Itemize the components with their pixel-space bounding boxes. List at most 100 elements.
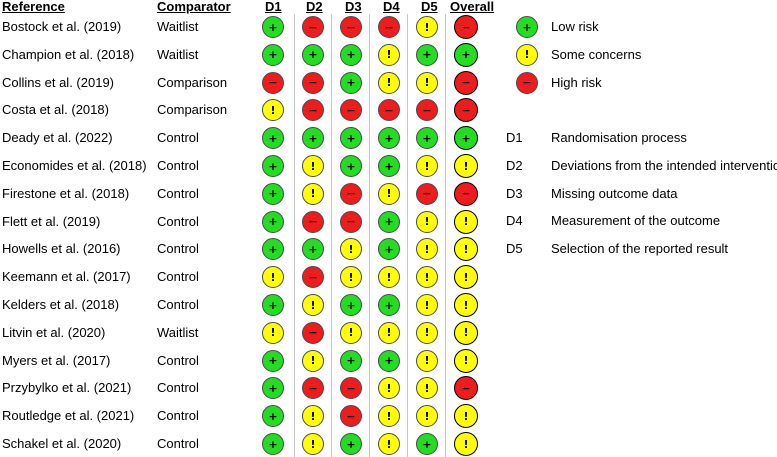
judgement-d2-high: − — [302, 99, 324, 122]
legend-domain-label: Deviations from the intended interventio… — [551, 157, 777, 173]
judgement-d4-low: + — [378, 349, 400, 372]
study-reference: Costa et al. (2018) — [2, 102, 109, 118]
column-divider — [445, 14, 446, 457]
header-d3: D3 — [345, 0, 362, 14]
judgement-d5-low: + — [416, 127, 438, 150]
legend-domain-label: Missing outcome data — [551, 185, 678, 201]
judgement-overall-high: − — [454, 15, 478, 39]
study-reference: Myers et al. (2017) — [2, 352, 111, 368]
judgement-d1-low: + — [262, 433, 284, 455]
header-d2: D2 — [306, 0, 323, 14]
study-reference: Economides et al. (2018) — [2, 158, 147, 173]
judgement-overall-high: − — [454, 181, 478, 206]
legend-domain-code: D3 — [506, 185, 523, 201]
judgement-overall-some: ! — [454, 348, 478, 373]
judgement-overall-some: ! — [454, 265, 478, 290]
judgement-d5-some: ! — [416, 210, 438, 233]
judgement-overall-high: − — [454, 376, 478, 401]
study-comparator: Control — [157, 408, 199, 424]
legend-some-icon: ! — [516, 43, 538, 66]
judgement-d2-high: − — [302, 321, 324, 344]
study-reference: Howells et al. (2016) — [2, 241, 121, 257]
judgement-d2-high: − — [302, 210, 324, 233]
judgement-d4-low: + — [378, 238, 400, 261]
judgement-d3-low: + — [340, 433, 362, 455]
judgement-d3-some: ! — [340, 266, 362, 289]
study-reference: Przybylko et al. (2021) — [2, 380, 132, 396]
judgement-d3-low: + — [340, 155, 362, 177]
judgement-d5-low: + — [416, 43, 438, 66]
judgement-overall-some: ! — [454, 432, 478, 456]
judgement-d5-some: ! — [416, 266, 438, 289]
judgement-d1-low: + — [262, 294, 284, 316]
study-comparator: Control — [157, 436, 199, 451]
judgement-d1-low: + — [262, 210, 284, 233]
study-comparator: Comparison — [157, 74, 228, 90]
judgement-overall-some: ! — [454, 154, 478, 178]
judgement-overall-some: ! — [454, 404, 478, 429]
column-divider — [407, 14, 408, 457]
judgement-overall-high: − — [454, 70, 478, 95]
legend-domain-label: Randomisation process — [551, 130, 687, 145]
study-comparator: Control — [157, 269, 199, 285]
judgement-overall-some: ! — [454, 209, 478, 234]
judgement-d1-low: + — [262, 43, 284, 66]
judgement-d4-some: ! — [378, 321, 400, 344]
study-comparator: Control — [157, 213, 199, 229]
judgement-d3-high: − — [340, 210, 362, 233]
study-comparator: Control — [157, 380, 199, 396]
study-reference: Kelders et al. (2018) — [2, 297, 120, 312]
judgement-d2-some: ! — [302, 405, 324, 428]
judgement-d2-low: + — [302, 43, 324, 66]
judgement-d2-high: − — [302, 266, 324, 289]
judgement-d3-low: + — [340, 71, 362, 94]
judgement-d5-some: ! — [416, 349, 438, 372]
judgement-d4-low: + — [378, 294, 400, 316]
judgement-d1-high: − — [262, 71, 284, 94]
study-reference: Collins et al. (2019) — [2, 74, 114, 90]
judgement-d1-low: + — [262, 238, 284, 261]
judgement-d5-low: + — [416, 433, 438, 455]
judgement-d3-low: + — [340, 127, 362, 150]
header-comparator: Comparator — [157, 0, 231, 14]
judgement-d4-high: − — [378, 99, 400, 122]
judgement-d2-some: ! — [302, 433, 324, 455]
judgement-d4-some: ! — [378, 43, 400, 66]
judgement-d5-some: ! — [416, 377, 438, 400]
judgement-d4-low: + — [378, 127, 400, 150]
judgement-d3-high: − — [340, 405, 362, 428]
header-reference: Reference — [2, 0, 65, 14]
study-comparator: Control — [157, 352, 199, 368]
judgement-d4-high: − — [378, 16, 400, 38]
judgement-d2-some: ! — [302, 155, 324, 177]
legend-some-label: Some concerns — [551, 46, 642, 62]
judgement-d3-high: − — [340, 99, 362, 122]
judgement-d3-high: − — [340, 16, 362, 38]
study-comparator: Comparison — [157, 102, 228, 118]
judgement-d5-some: ! — [416, 155, 438, 177]
study-comparator: Waitlist — [157, 46, 199, 62]
legend-domain-code: D5 — [506, 241, 523, 257]
judgement-overall-high: − — [454, 98, 478, 123]
column-divider — [369, 14, 370, 457]
judgement-d4-some: ! — [378, 433, 400, 455]
judgement-d3-low: + — [340, 43, 362, 66]
judgement-overall-low: + — [454, 126, 478, 151]
study-reference: Routledge et al. (2021) — [2, 408, 135, 424]
header-d4: D4 — [383, 0, 400, 14]
legend-high-icon: − — [516, 71, 538, 94]
judgement-d5-some: ! — [416, 405, 438, 428]
judgement-overall-some: ! — [454, 320, 478, 345]
judgement-d5-some: ! — [416, 16, 438, 38]
judgement-d4-low: + — [378, 155, 400, 177]
judgement-d2-some: ! — [302, 349, 324, 372]
column-divider — [294, 14, 295, 457]
judgement-d3-some: ! — [340, 238, 362, 261]
judgement-d3-low: + — [340, 349, 362, 372]
study-reference: Deady et al. (2022) — [2, 130, 113, 146]
legend-low-icon: + — [516, 16, 538, 38]
judgement-overall-low: + — [454, 42, 478, 67]
judgement-d1-low: + — [262, 182, 284, 205]
judgement-d2-high: − — [302, 16, 324, 38]
